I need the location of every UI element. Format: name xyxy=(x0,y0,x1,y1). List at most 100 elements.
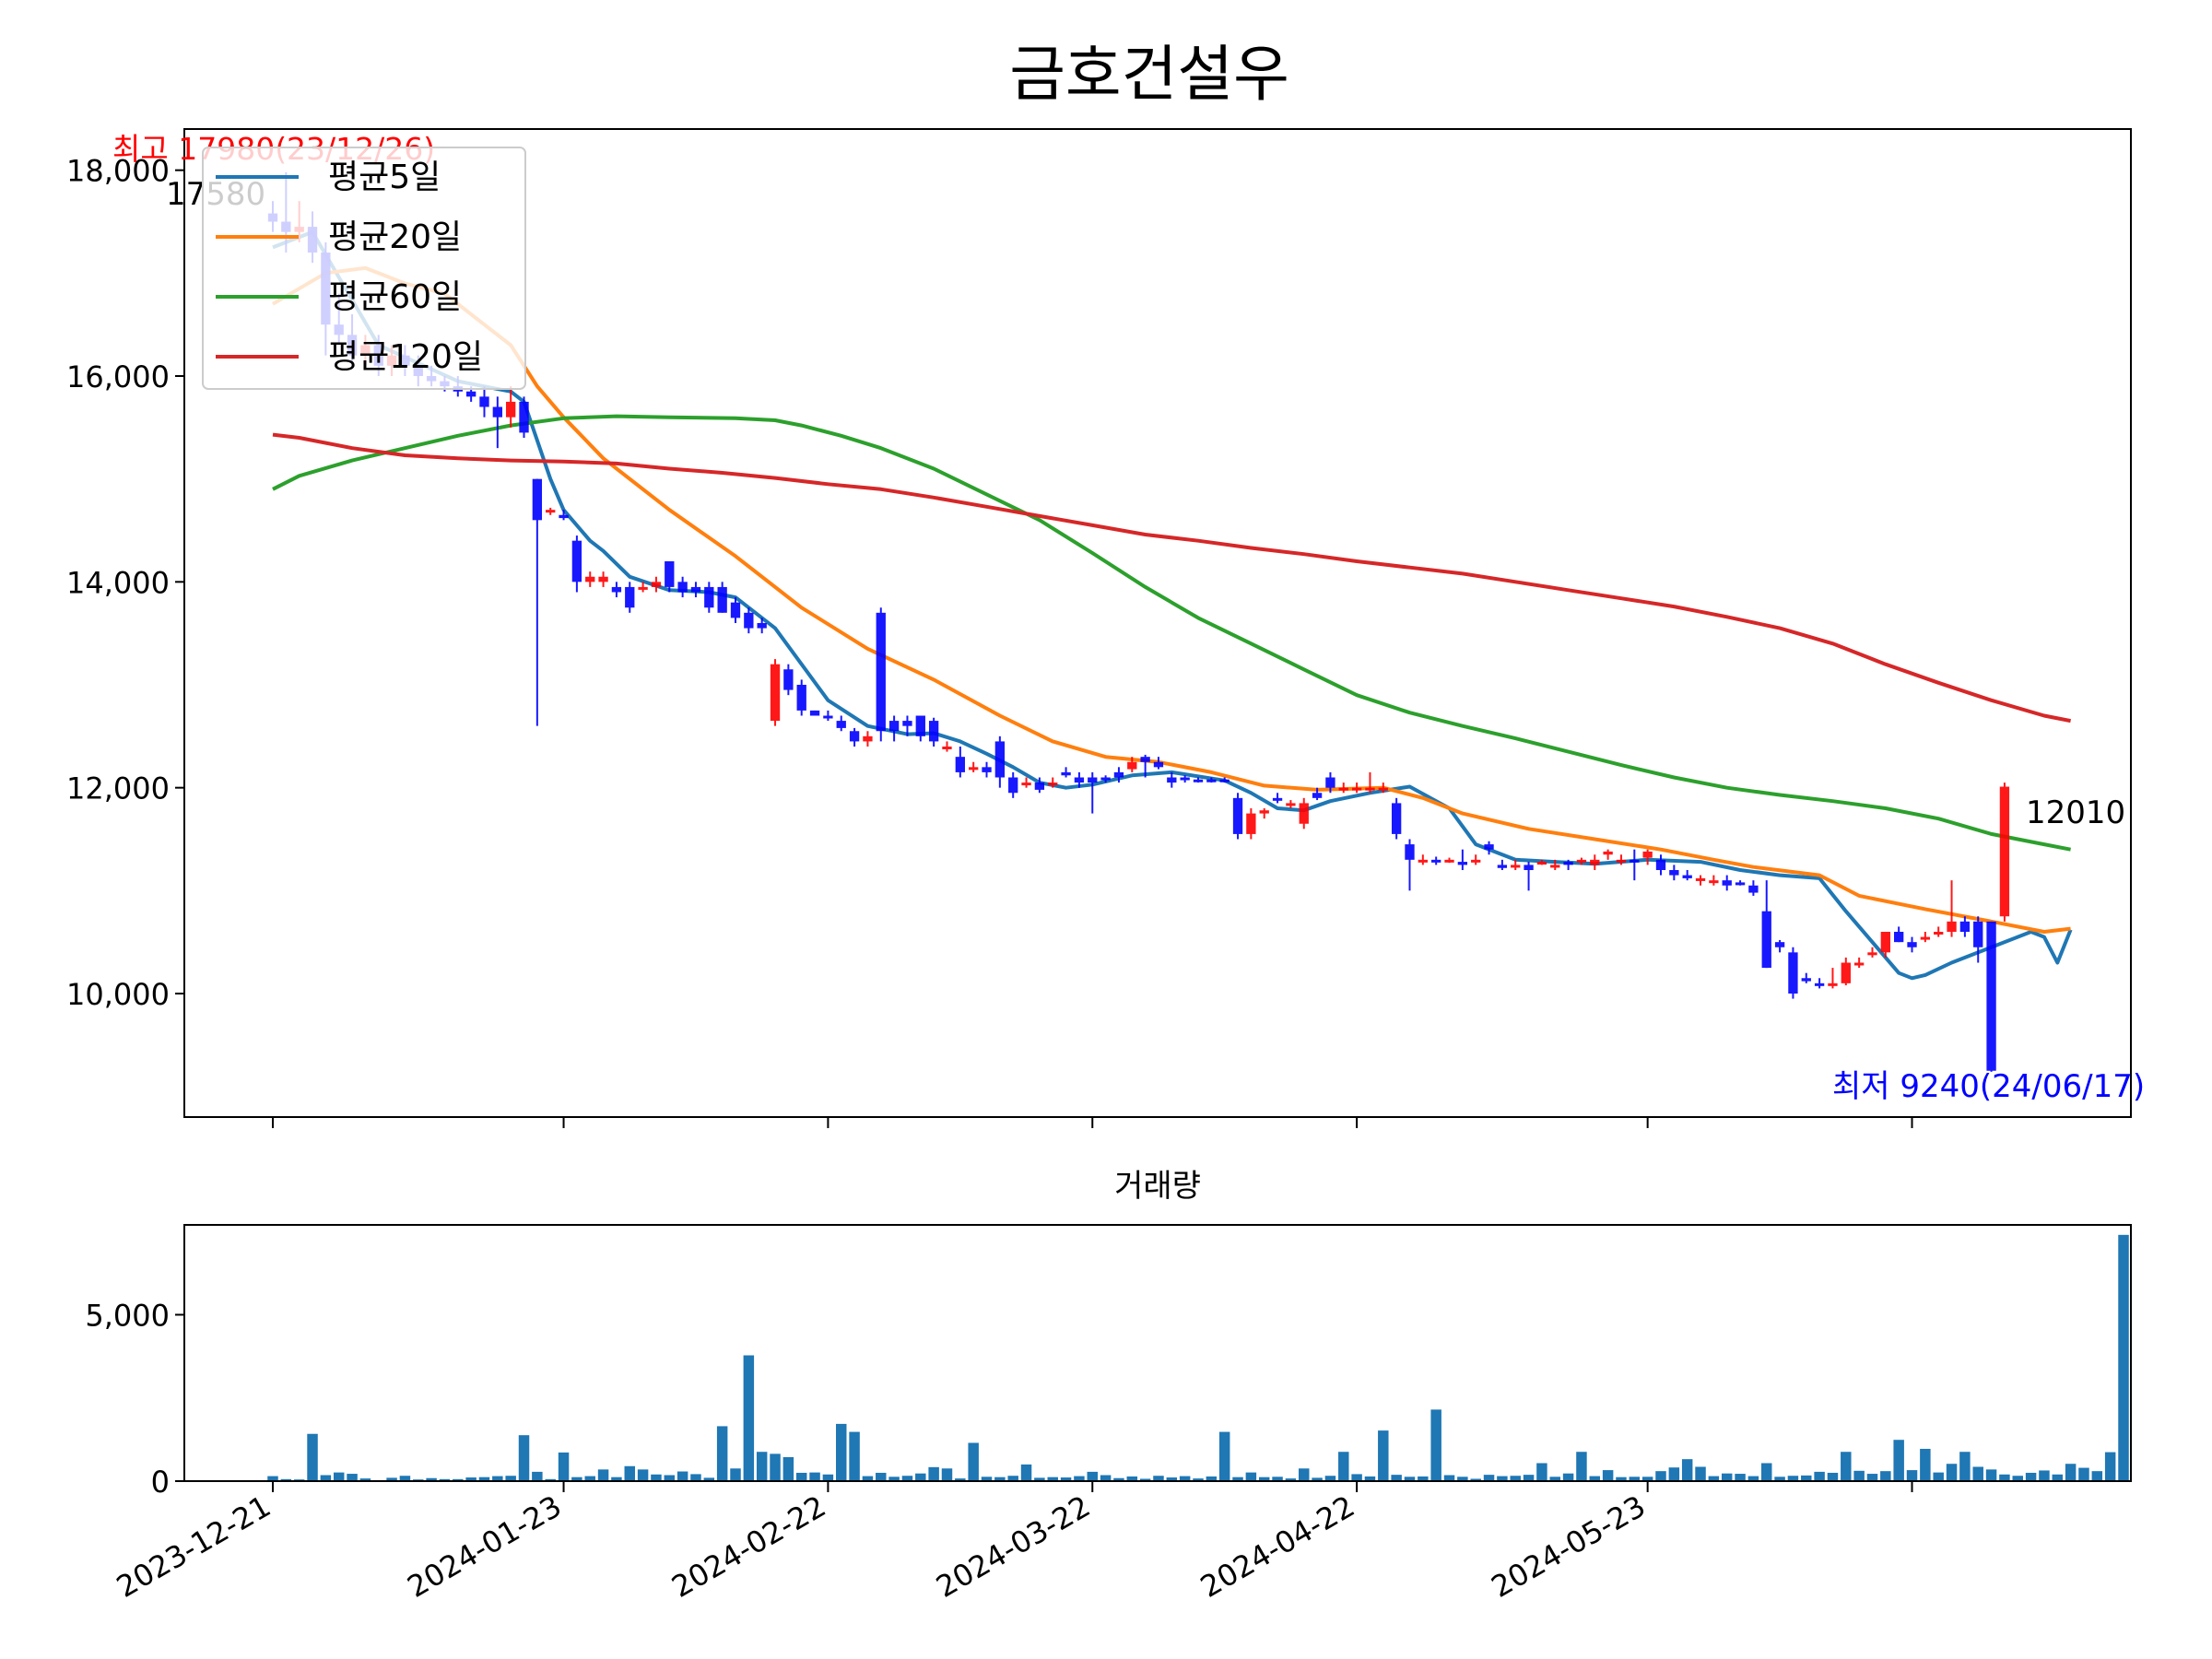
candle xyxy=(1511,859,1521,870)
candle xyxy=(1325,771,1335,794)
candle-body xyxy=(1801,978,1811,982)
candle xyxy=(1457,849,1468,870)
candle-body xyxy=(1748,885,1759,893)
volume-bar xyxy=(465,1477,477,1481)
volume-bars xyxy=(267,1234,2129,1481)
volume-bar xyxy=(941,1468,953,1481)
candle-body xyxy=(1444,859,1454,863)
candle xyxy=(1695,875,1706,886)
candle xyxy=(506,386,516,428)
candle xyxy=(1418,854,1428,865)
volume-bar xyxy=(624,1465,635,1481)
candle-body xyxy=(1894,932,1904,943)
volume-bar xyxy=(928,1466,939,1481)
candle xyxy=(1259,808,1269,819)
candle-body xyxy=(1113,771,1124,778)
low-annotation: 최저 9240(24/06/17) xyxy=(1832,1068,2145,1105)
candle-body xyxy=(1616,859,1627,863)
candle xyxy=(559,510,569,521)
candle-body xyxy=(1219,779,1230,782)
volume-bar xyxy=(453,1478,464,1481)
volume-bar xyxy=(1827,1472,1839,1481)
candle xyxy=(1061,767,1071,778)
candle xyxy=(1867,947,1877,958)
price-y-tick-label: 10,000 xyxy=(66,977,170,1012)
volume-bar xyxy=(716,1426,728,1481)
volume-bar xyxy=(1418,1476,1429,1481)
legend-label-ma5: 평균5일 xyxy=(328,159,441,196)
candle-body xyxy=(479,396,489,407)
volume-bar xyxy=(836,1423,847,1481)
candle xyxy=(1959,916,1971,937)
volume-bar xyxy=(730,1468,741,1481)
candle xyxy=(1471,854,1481,865)
candle-body xyxy=(1814,982,1825,986)
candle-body xyxy=(1405,844,1415,860)
price-y-tick-label: 14,000 xyxy=(66,565,170,600)
candle-body xyxy=(982,767,992,772)
candle xyxy=(1232,793,1243,840)
volume-bar xyxy=(1641,1477,1653,1481)
volume-bar xyxy=(1206,1476,1218,1481)
candle-body xyxy=(1682,875,1692,878)
candle-body xyxy=(969,767,979,771)
last-close-label: 12010 xyxy=(2026,794,2125,831)
volume-bar xyxy=(1179,1476,1191,1481)
candle xyxy=(1999,782,2010,922)
legend-label-ma60: 평균60일 xyxy=(328,278,462,316)
volume-bar xyxy=(1060,1477,1072,1481)
chart-title: 금호건설우 xyxy=(1009,39,1289,110)
candle-body xyxy=(744,612,754,629)
candle-body xyxy=(1391,803,1402,834)
volume-bar xyxy=(1074,1476,1085,1481)
volume-bar xyxy=(545,1478,556,1481)
candle-body xyxy=(1048,782,1058,786)
candle xyxy=(519,396,529,438)
candle-body xyxy=(1511,865,1521,868)
volume-bar xyxy=(756,1452,768,1481)
candle xyxy=(1286,800,1296,808)
volume-bar xyxy=(1853,1470,1865,1481)
volume-bar xyxy=(2025,1472,2037,1481)
candle xyxy=(770,659,781,726)
candle xyxy=(1709,875,1719,886)
volume-bar xyxy=(1139,1478,1151,1481)
volume-bar xyxy=(1272,1477,1283,1481)
candle xyxy=(1853,957,1865,969)
candle xyxy=(1378,782,1388,794)
candle xyxy=(836,715,846,732)
ma-line-평균60일 xyxy=(272,414,2071,852)
volume-bar xyxy=(1443,1475,1455,1481)
candle xyxy=(1630,849,1640,881)
candle-body xyxy=(1365,787,1375,791)
candle xyxy=(1088,771,1098,814)
volume-bar xyxy=(981,1477,993,1481)
candle xyxy=(1008,771,1018,798)
candle xyxy=(638,582,648,593)
candle-body xyxy=(1259,810,1269,814)
volume-bar xyxy=(1034,1477,1045,1481)
price-y-tick-label: 12,000 xyxy=(66,771,170,806)
candle-body xyxy=(571,540,582,582)
volume-bar xyxy=(1629,1477,1641,1481)
candle xyxy=(1920,932,1931,943)
volume-bar xyxy=(532,1471,543,1481)
volume-bar xyxy=(1787,1476,1799,1481)
candle-body xyxy=(559,514,569,519)
candle xyxy=(1193,777,1204,783)
volume-bar xyxy=(505,1476,516,1481)
candle xyxy=(1206,777,1217,783)
candle-body xyxy=(1338,787,1348,791)
candle-body xyxy=(1021,782,1031,786)
candle xyxy=(757,618,767,634)
candle xyxy=(1788,947,1798,999)
candle-body xyxy=(1153,761,1164,768)
volume-bar xyxy=(2012,1476,2023,1481)
volume-bar xyxy=(677,1471,688,1481)
candle-body xyxy=(1655,859,1666,870)
volume-bar xyxy=(1562,1473,1574,1481)
volume-bar xyxy=(267,1476,278,1481)
candle-body xyxy=(863,735,873,742)
